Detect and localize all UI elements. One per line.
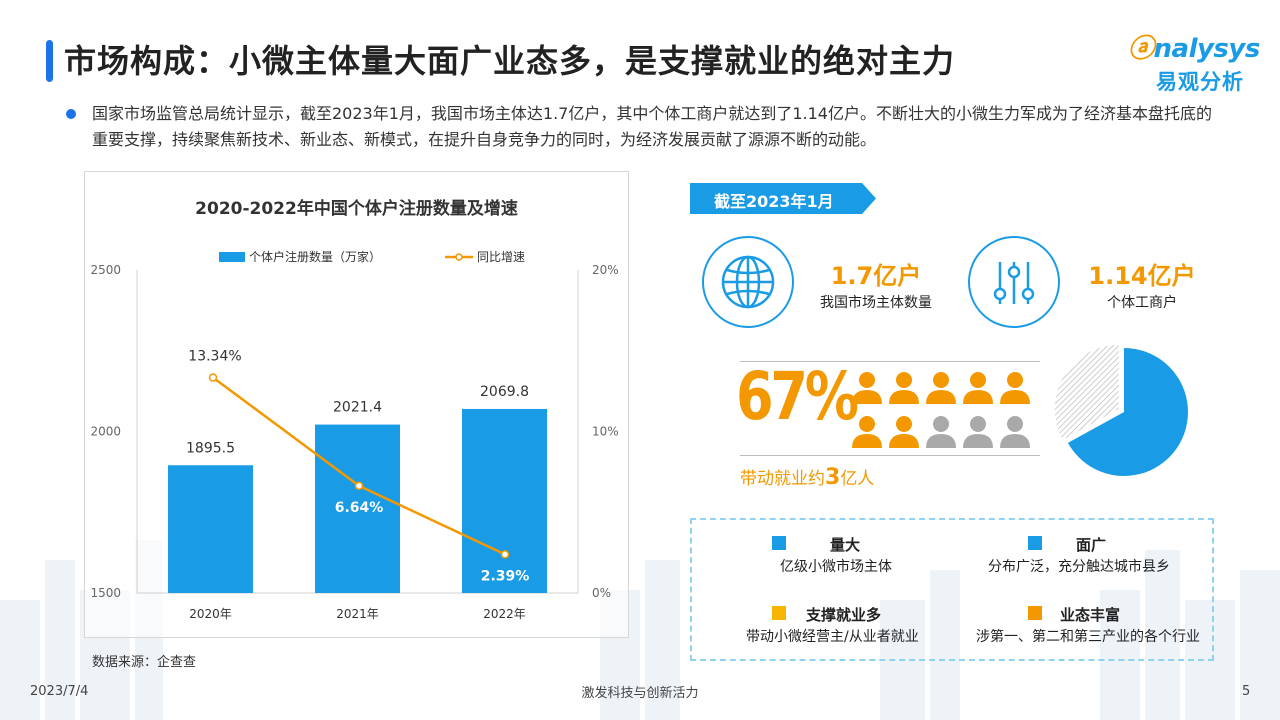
person-icon <box>852 372 882 404</box>
x-tick-0: 2020年 <box>189 607 232 621</box>
legend-label-line: 同比增速 <box>477 250 525 264</box>
sliders-icon <box>993 262 1035 304</box>
bar-1 <box>315 424 400 593</box>
employment-percent: 67% <box>736 358 859 435</box>
feature-title-3: 支撑就业多 <box>806 606 882 624</box>
chart-legend: 个体户注册数量（万家） 同比增速 <box>219 249 525 264</box>
feature-marker-4 <box>1028 606 1042 620</box>
y-right-tick-2: 20% <box>592 263 619 277</box>
x-tick-2: 2022年 <box>483 607 526 621</box>
bullet-dot <box>66 109 76 119</box>
person-icon <box>963 416 993 448</box>
feature-desc-1: 亿级小微市场主体 <box>780 559 892 575</box>
person-icon <box>926 372 956 404</box>
intro-paragraph: 国家市场监管总局统计显示，截至2023年1月，我国市场主体达1.7亿户，其中个体… <box>92 104 1212 149</box>
growth-label-2: 2.39% <box>481 568 530 584</box>
x-tick-1: 2021年 <box>336 607 379 621</box>
date-tag-text: 截至2023年1月 <box>714 192 834 211</box>
feature-marker-2 <box>1028 536 1042 550</box>
pie-slice-employment <box>1067 348 1188 476</box>
bar-0 <box>168 465 253 593</box>
person-icon <box>852 416 882 448</box>
stat-market-label: 我国市场主体数量 <box>820 295 932 311</box>
page-number: 5 <box>1242 684 1251 699</box>
analysys-logo: ⓐnalysys 易观分析 <box>1128 28 1260 94</box>
y-right-tick-1: 10% <box>592 425 619 439</box>
bar-label-0: 1895.5 <box>186 440 235 456</box>
y-right-tick-0: 0% <box>592 586 611 600</box>
employment-number: 3 <box>825 465 841 490</box>
bar-2 <box>462 408 547 593</box>
feature-desc-2: 分布广泛，充分触达城市县乡 <box>988 559 1170 575</box>
title-accent-bar <box>46 40 53 82</box>
y-left-tick-1: 2000 <box>90 425 121 439</box>
feature-desc-3: 带动小微经营主/从业者就业 <box>746 629 919 645</box>
globe-icon <box>721 255 775 309</box>
growth-point-0 <box>208 373 218 382</box>
employment-divider-bottom <box>740 455 1040 456</box>
date-tag-shape <box>690 183 876 214</box>
feature-title-2: 面广 <box>1076 536 1107 554</box>
combo-chart: 个体户注册数量（万家） 同比增速 1500 2000 2500 0% 10% 20% 1895.… <box>90 249 619 621</box>
y-left-tick-2: 2500 <box>90 263 121 277</box>
logo-chinese: 易观分析 <box>1156 70 1244 94</box>
pie-slice-remainder <box>1054 344 1119 440</box>
employment-text: 带动就业约3亿人 <box>740 464 874 490</box>
employment-divider-top <box>740 361 1040 362</box>
chart-panel: 2020-2022年中国个体户注册数量及增速 个体户注册数量（万家） 同比增速 15… <box>84 171 629 638</box>
person-icon <box>926 416 956 448</box>
feature-marker-3 <box>772 606 786 620</box>
person-icon <box>1000 416 1030 448</box>
employment-text-suffix: 亿人 <box>840 469 875 489</box>
employment-text-prefix: 带动就业约 <box>740 469 825 489</box>
person-icon <box>1000 372 1030 404</box>
bar-label-1: 2021.4 <box>333 400 382 416</box>
growth-point-2 <box>500 550 510 559</box>
employment-pie <box>1054 344 1188 476</box>
stat-individual-value: 1.14亿户 <box>1088 262 1196 290</box>
page-title: 市场构成：小微主体量大面广业态多，是支撑就业的绝对主力 <box>64 42 956 80</box>
chart-title: 2020-2022年中国个体户注册数量及增速 <box>195 199 518 219</box>
stat-individual-label: 个体工商户 <box>1107 295 1177 311</box>
globe-circle <box>702 236 794 328</box>
legend-swatch-marker <box>455 253 463 261</box>
growth-label-0: 13.34% <box>188 349 241 365</box>
date-tag: 截至2023年1月 <box>690 183 876 214</box>
features-box: 量大 亿级小微市场主体 面广 分布广泛，充分触达城市县乡 支撑就业多 带动小微经… <box>690 518 1214 661</box>
growth-point-1 <box>354 481 364 491</box>
person-icon <box>889 416 919 448</box>
feature-desc-4: 涉第一、第二和第三产业的各个行业 <box>976 629 1200 645</box>
footer-date: 2023/7/4 <box>30 684 89 699</box>
sliders-circle <box>968 236 1060 328</box>
logo-english: nalysys <box>1153 34 1261 64</box>
stat-market-value: 1.7亿户 <box>830 262 922 290</box>
legend-label-bar: 个体户注册数量（万家） <box>249 249 381 264</box>
logo-a-mark: ⓐ <box>1128 34 1154 64</box>
bar-label-2: 2069.8 <box>480 384 529 400</box>
data-source: 数据来源：企查查 <box>92 655 197 670</box>
feature-marker-1 <box>772 536 786 550</box>
feature-title-1: 量大 <box>830 536 861 554</box>
person-icon <box>889 372 919 404</box>
y-left-tick-0: 1500 <box>90 586 121 600</box>
person-icon <box>963 372 993 404</box>
people-grid <box>852 372 1030 448</box>
legend-swatch-bar <box>219 252 245 262</box>
footer-slogan: 激发科技与创新活力 <box>581 686 699 701</box>
feature-title-4: 业态丰富 <box>1060 606 1121 624</box>
growth-label-1: 6.64% <box>335 500 384 516</box>
